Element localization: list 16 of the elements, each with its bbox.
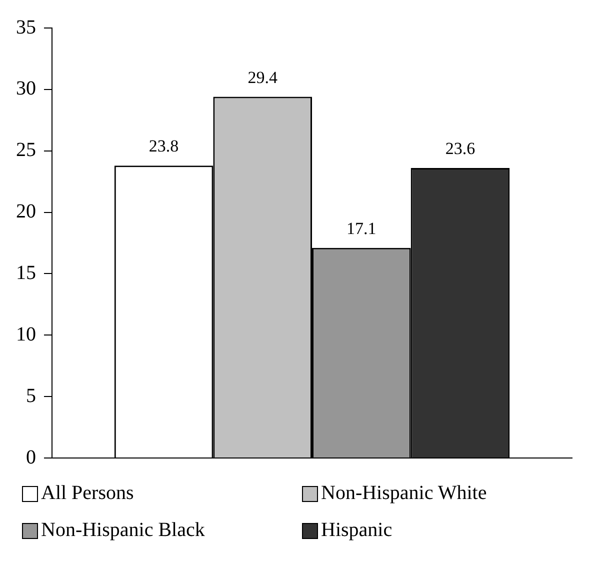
y-tick-label: 25 — [16, 139, 36, 162]
y-tick-label: 20 — [16, 200, 36, 223]
y-tick-label: 0 — [26, 446, 36, 468]
legend-label: Hispanic — [321, 519, 392, 542]
series-label: All Persons — [41, 482, 134, 505]
data-label: 23.6 — [445, 139, 476, 158]
legend-label: Non-Hispanic White — [321, 482, 487, 505]
y-tick-label: 35 — [16, 16, 36, 38]
data-label: 17.1 — [346, 218, 376, 238]
data-label: 23.8 — [148, 136, 179, 156]
data-label: 29.4 — [248, 68, 278, 87]
y-tick-label: 30 — [16, 78, 36, 100]
y-tick-label: 10 — [16, 323, 36, 346]
legend-label: Non-Hispanic Black — [41, 519, 205, 542]
y-tick-label: 15 — [16, 262, 36, 284]
y-tick-label: 5 — [26, 384, 36, 407]
